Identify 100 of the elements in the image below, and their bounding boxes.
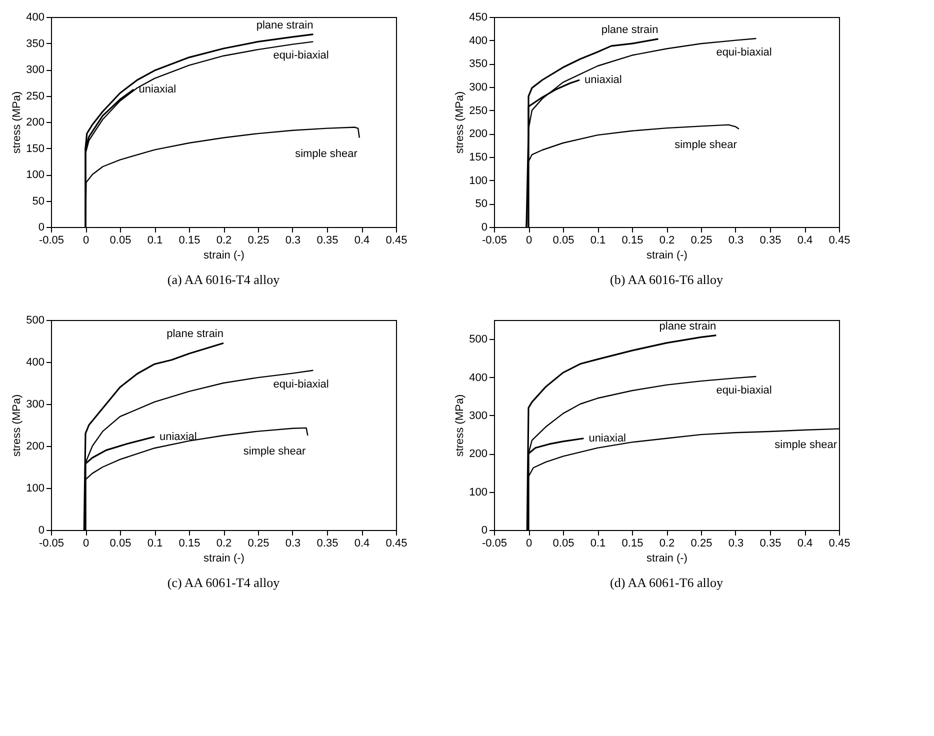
x-tick-label: 0 — [526, 538, 532, 550]
y-tick-label: 100 — [26, 482, 44, 494]
y-tick-label: 100 — [26, 169, 44, 181]
x-tick-label: 0.15 — [178, 234, 200, 246]
y-tick-label: 250 — [469, 104, 488, 117]
y-tick-label: 300 — [26, 398, 44, 410]
x-tick-label: 0.35 — [316, 538, 338, 550]
y-axis-title: stress (MPa) — [11, 394, 24, 457]
x-tick-label: 0.45 — [828, 538, 850, 550]
x-tick-label: 0.25 — [248, 538, 270, 550]
y-tick-label: 300 — [469, 82, 488, 94]
x-tick-label: 0.4 — [797, 538, 813, 550]
y-tick-label: 0 — [38, 524, 44, 536]
x-tick-label: -0.05 — [482, 538, 508, 550]
x-tick-label: 0.1 — [590, 234, 606, 246]
y-tick-label: 0 — [481, 222, 488, 234]
y-tick-label: 150 — [469, 152, 488, 164]
y-tick-label: 400 — [26, 356, 44, 368]
x-tick-label: 0.05 — [552, 538, 574, 550]
x-tick-label: 0.25 — [690, 538, 712, 550]
series-label: simple shear — [774, 438, 838, 451]
y-tick-label: 200 — [469, 128, 488, 140]
y-tick-label: 0 — [38, 222, 44, 234]
x-tick-label: -0.05 — [38, 538, 64, 550]
x-tick-label: 0 — [82, 538, 90, 550]
series-label: equi-biaxial — [716, 46, 772, 58]
series-label: plane strain — [256, 19, 314, 32]
x-tick-label: 0.4 — [354, 538, 370, 550]
series-label: equi-biaxial — [273, 50, 329, 62]
y-tick-label: 150 — [26, 142, 44, 155]
series-label: simple shear — [674, 139, 738, 151]
y-tick-label: 250 — [26, 90, 44, 102]
y-tick-label: 350 — [469, 58, 488, 70]
x-tick-label: 0.1 — [590, 538, 606, 550]
x-axis-title: strain (-) — [204, 552, 244, 564]
x-tick-label: 0.15 — [178, 538, 200, 550]
series-label: plane strain — [166, 328, 224, 340]
y-tick-label: 300 — [469, 410, 488, 422]
x-axis-title: strain (-) — [646, 250, 688, 262]
y-tick-label: 100 — [469, 174, 488, 187]
y-tick-label: 200 — [469, 448, 488, 460]
x-tick-label: 0.05 — [110, 234, 132, 246]
x-tick-label: 0.2 — [216, 538, 232, 550]
x-tick-label: 0 — [526, 234, 532, 246]
x-tick-label: 0.05 — [552, 234, 574, 246]
text: (c) AA 6061-T4 alloy — [167, 575, 280, 590]
text: (d) AA 6061-T6 alloy — [610, 575, 724, 590]
series-label: plane strain — [659, 320, 716, 332]
y-axis-title: stress (MPa) — [11, 91, 24, 154]
series-label: uniaxial — [588, 432, 626, 444]
x-tick-label: 0 — [82, 234, 90, 246]
y-tick-label: 200 — [26, 116, 44, 128]
series-label: simple shear — [243, 446, 306, 458]
x-tick-label: 0.4 — [354, 234, 370, 246]
x-tick-label: 0.05 — [110, 538, 132, 550]
y-tick-label: 300 — [26, 64, 44, 76]
y-axis-title: stress (MPa) — [454, 394, 466, 457]
x-tick-label: 0.35 — [760, 234, 782, 246]
x-tick-label: 0.35 — [316, 234, 338, 246]
x-tick-label: 0.3 — [285, 234, 301, 246]
y-tick-label: 200 — [26, 440, 44, 452]
series-label: plane strain — [601, 24, 658, 36]
x-tick-label: 0.45 — [386, 538, 408, 550]
x-tick-label: 0.15 — [622, 234, 644, 246]
x-tick-label: 0.45 — [828, 234, 850, 246]
y-tick-label: 400 — [469, 372, 488, 384]
series-label: uniaxial — [138, 83, 176, 96]
series-label: uniaxial — [160, 430, 197, 443]
x-tick-label: 0.3 — [728, 538, 744, 550]
x-tick-label: 0.25 — [690, 234, 712, 246]
y-tick-label: 50 — [32, 195, 44, 208]
x-tick-label: 0.1 — [147, 538, 163, 550]
x-tick-label: 0.15 — [622, 538, 644, 550]
y-tick-label: 100 — [469, 486, 488, 498]
x-tick-label: 0.35 — [760, 538, 782, 550]
series-label: equi-biaxial — [273, 378, 329, 390]
x-axis-title: strain (-) — [204, 250, 244, 262]
x-tick-label: -0.05 — [38, 234, 64, 246]
x-tick-label: 0.3 — [285, 538, 301, 550]
text: (b) AA 6016-T6 alloy — [610, 272, 724, 287]
x-tick-label: 0.4 — [797, 234, 813, 246]
text: (a) AA 6016-T4 alloy — [167, 272, 280, 287]
y-tick-label: 350 — [26, 38, 44, 50]
y-tick-label: 500 — [469, 334, 488, 346]
x-axis-title: strain (-) — [646, 552, 688, 564]
y-tick-label: 0 — [481, 524, 488, 536]
x-tick-label: 0.2 — [659, 234, 675, 246]
y-tick-label: 450 — [469, 12, 488, 24]
series-label: equi-biaxial — [716, 384, 772, 397]
series-label: uniaxial — [584, 74, 622, 86]
y-axis-title: stress (MPa) — [454, 91, 466, 154]
x-tick-label: 0.2 — [659, 538, 675, 550]
y-tick-label: 400 — [26, 12, 44, 24]
x-tick-label: 0.2 — [216, 234, 232, 246]
y-tick-label: 400 — [469, 34, 488, 47]
x-tick-label: 0.3 — [728, 234, 744, 246]
y-tick-label: 50 — [475, 198, 488, 210]
y-tick-label: 500 — [26, 314, 44, 326]
x-tick-label: 0.25 — [248, 234, 270, 246]
x-tick-label: 0.1 — [147, 234, 163, 246]
